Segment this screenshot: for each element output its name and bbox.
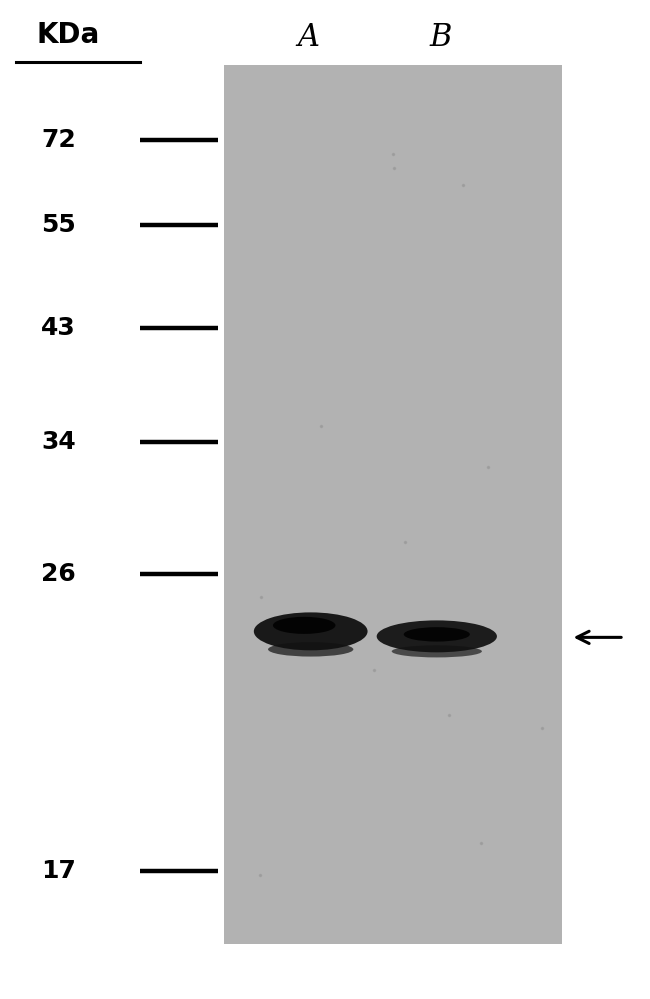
Text: 43: 43	[41, 316, 76, 340]
Ellipse shape	[254, 612, 368, 650]
Ellipse shape	[273, 616, 335, 634]
Text: B: B	[430, 22, 452, 54]
Text: 72: 72	[41, 128, 76, 152]
Text: 34: 34	[41, 430, 76, 454]
Ellipse shape	[404, 627, 470, 641]
Bar	[224, 65, 562, 944]
Ellipse shape	[268, 642, 354, 656]
Ellipse shape	[392, 645, 482, 657]
Text: 55: 55	[41, 213, 76, 237]
Text: 17: 17	[41, 859, 76, 883]
Text: A: A	[298, 22, 320, 54]
Ellipse shape	[377, 620, 497, 652]
Text: 26: 26	[41, 562, 76, 586]
Text: KDa: KDa	[36, 21, 100, 49]
